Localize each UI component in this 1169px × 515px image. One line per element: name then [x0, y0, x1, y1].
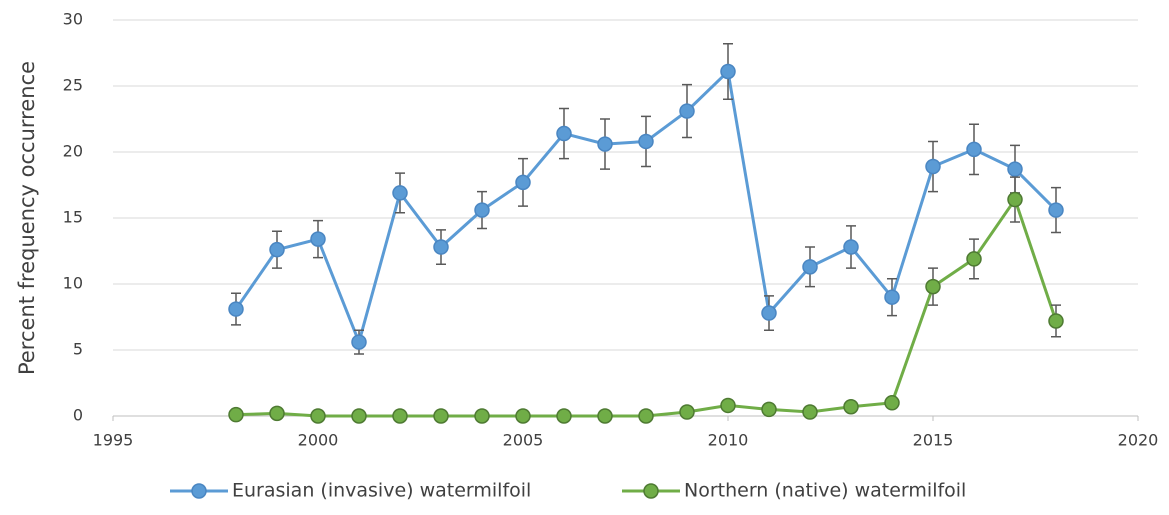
- x-tick-label: 2000: [298, 431, 339, 450]
- legend-marker: [191, 483, 207, 499]
- marker: [966, 141, 982, 158]
- marker: [802, 259, 818, 275]
- marker: [761, 305, 777, 321]
- marker: [556, 125, 572, 142]
- series-line: [235, 196, 1058, 418]
- marker: [1007, 161, 1023, 177]
- legend-label: Eurasian (invasive) watermilfoil: [232, 480, 531, 502]
- marker: [269, 405, 285, 422]
- y-tick-label: 15: [63, 208, 83, 227]
- marker: [433, 408, 449, 424]
- marker: [310, 231, 326, 247]
- marker: [269, 241, 285, 258]
- legend-label: Northern (native) watermilfoil: [684, 480, 966, 502]
- marker: [515, 408, 531, 424]
- marker: [638, 133, 654, 150]
- y-axis-label: Percent frequency occurrence: [15, 61, 39, 375]
- y-tick-label: 5: [73, 340, 83, 359]
- marker: [966, 251, 982, 267]
- marker: [720, 397, 736, 414]
- y-tick-label: 10: [63, 274, 83, 293]
- marker: [925, 278, 941, 295]
- marker: [310, 408, 326, 424]
- marker: [1048, 313, 1064, 329]
- marker: [802, 404, 818, 420]
- marker: [884, 395, 900, 411]
- marker: [392, 408, 408, 424]
- x-tick-label: 2020: [1118, 431, 1159, 450]
- marker: [679, 103, 695, 119]
- y-tick-label: 30: [63, 10, 83, 29]
- marker: [638, 408, 654, 424]
- y-tick-label: 20: [63, 142, 83, 161]
- marker: [597, 408, 613, 424]
- marker: [515, 174, 531, 191]
- marker: [843, 399, 859, 415]
- y-tick-label: 25: [63, 76, 83, 95]
- marker: [474, 408, 490, 424]
- marker: [720, 63, 736, 80]
- marker: [474, 202, 490, 218]
- marker: [556, 408, 572, 424]
- marker: [351, 334, 367, 350]
- marker: [843, 239, 859, 255]
- marker: [925, 158, 941, 175]
- marker: [228, 406, 244, 423]
- x-tick-label: 1995: [93, 431, 134, 450]
- marker: [679, 404, 695, 420]
- x-tick-label: 2005: [503, 431, 544, 450]
- marker: [433, 239, 449, 255]
- marker: [761, 401, 777, 418]
- legend-marker: [643, 483, 659, 499]
- marker: [884, 289, 900, 305]
- x-tick-label: 2015: [913, 431, 954, 450]
- marker: [597, 136, 613, 152]
- x-tick-label: 2010: [708, 431, 749, 450]
- marker: [228, 301, 244, 317]
- marker: [392, 185, 408, 201]
- marker: [1048, 202, 1064, 218]
- marker: [1007, 191, 1023, 208]
- y-tick-label: 0: [73, 406, 83, 425]
- marker: [351, 408, 367, 424]
